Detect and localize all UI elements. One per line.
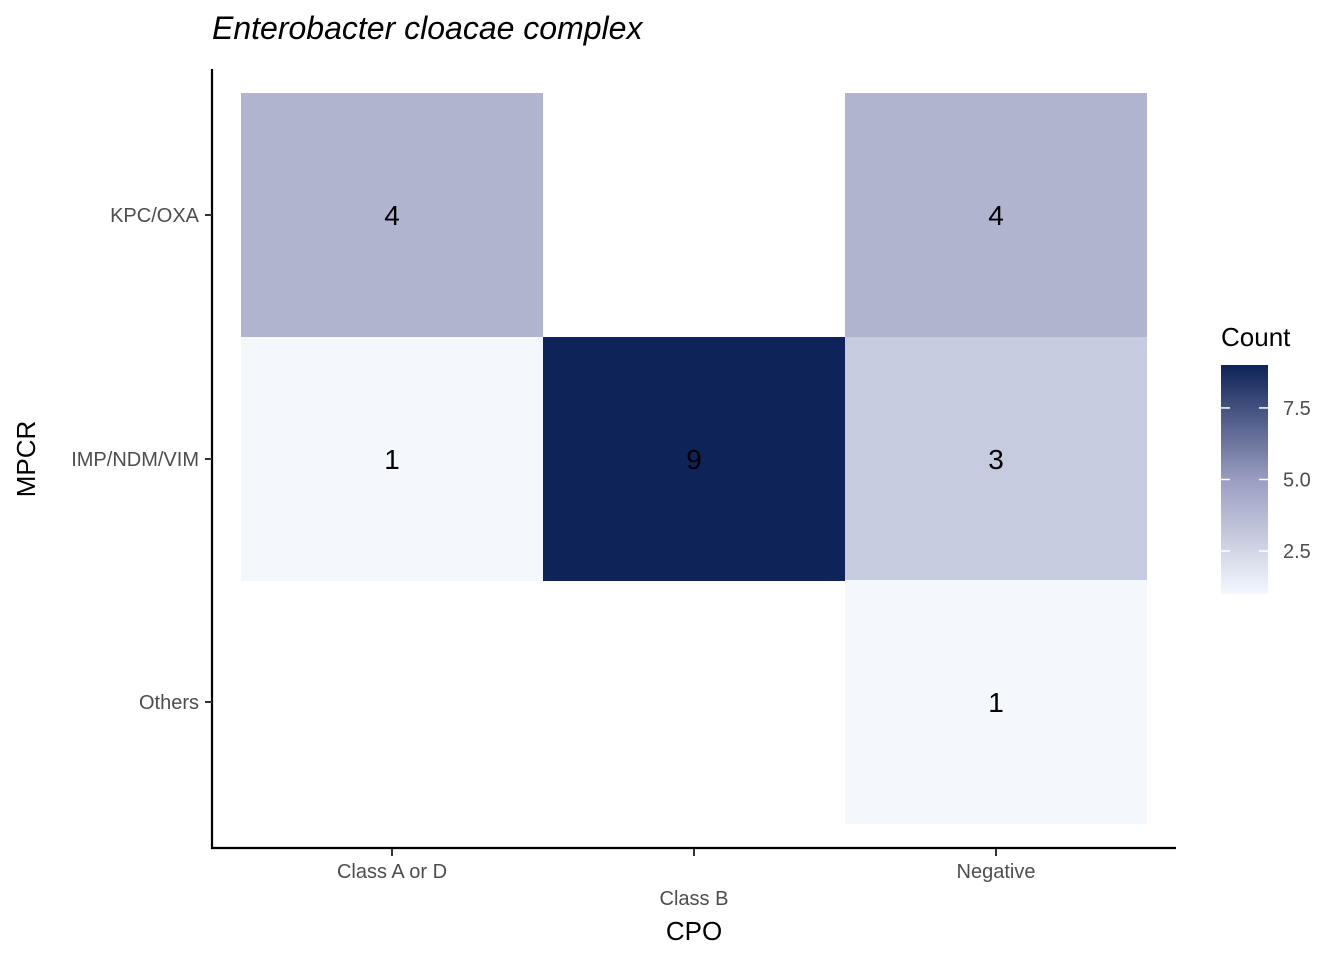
legend-tick-label: 7.5 — [1283, 398, 1311, 420]
chart-title: Enterobacter cloacae complex — [212, 10, 643, 46]
cell-value-label: 1 — [988, 687, 1004, 718]
legend-title: Count — [1221, 322, 1291, 352]
cell-value-label: 4 — [988, 200, 1004, 231]
legend-tick-label: 5.0 — [1283, 470, 1311, 492]
y-tick-label: IMP/NDM/VIM — [71, 449, 199, 471]
cell-value-label: 4 — [384, 200, 400, 231]
cell-value-label: 1 — [384, 444, 400, 475]
y-axis-title: MPCR — [11, 421, 41, 498]
heatmap-cell — [543, 337, 845, 581]
y-tick-label: KPC/OXA — [110, 205, 200, 227]
y-tick-label: Others — [139, 692, 199, 714]
heatmap-cell — [241, 93, 543, 337]
axis-ticks: Class A or D Class B Negative KPC/OXA IMP/ND… — [71, 205, 1035, 910]
heatmap-cells: 4 4 1 9 3 1 — [241, 93, 1147, 824]
x-tick-label: Class B — [660, 888, 729, 910]
x-tick-label: Negative — [957, 861, 1036, 883]
x-axis-title: CPO — [666, 916, 722, 946]
cell-value-label: 9 — [686, 444, 702, 475]
x-tick-label: Class A or D — [337, 861, 447, 883]
heatmap-cell — [241, 337, 543, 581]
legend-ticks: 2.5 5.0 7.5 — [1221, 398, 1311, 563]
heatmap-cell — [845, 93, 1147, 337]
legend-tick-label: 2.5 — [1283, 541, 1311, 563]
heatmap-cell — [845, 337, 1147, 581]
cell-value-label: 3 — [988, 444, 1004, 475]
heatmap-cell — [845, 580, 1147, 824]
